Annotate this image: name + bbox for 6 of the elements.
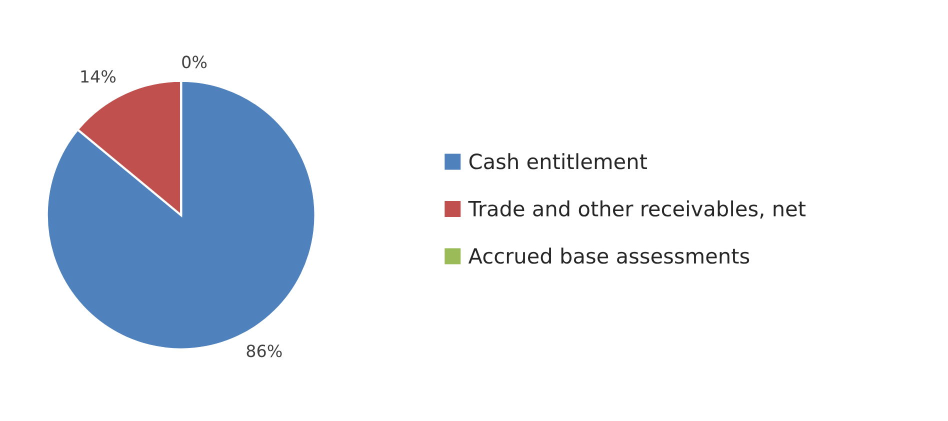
- data-label: 14%: [81, 70, 116, 83]
- data-label: 86%: [246, 344, 282, 358]
- legend-label: Trade and other receivables, net: [468, 200, 806, 219]
- legend-label: Accrued base assessments: [468, 248, 750, 264]
- text: 0%: [182, 56, 207, 68]
- legend-label: Cash entitlement: [469, 153, 647, 170]
